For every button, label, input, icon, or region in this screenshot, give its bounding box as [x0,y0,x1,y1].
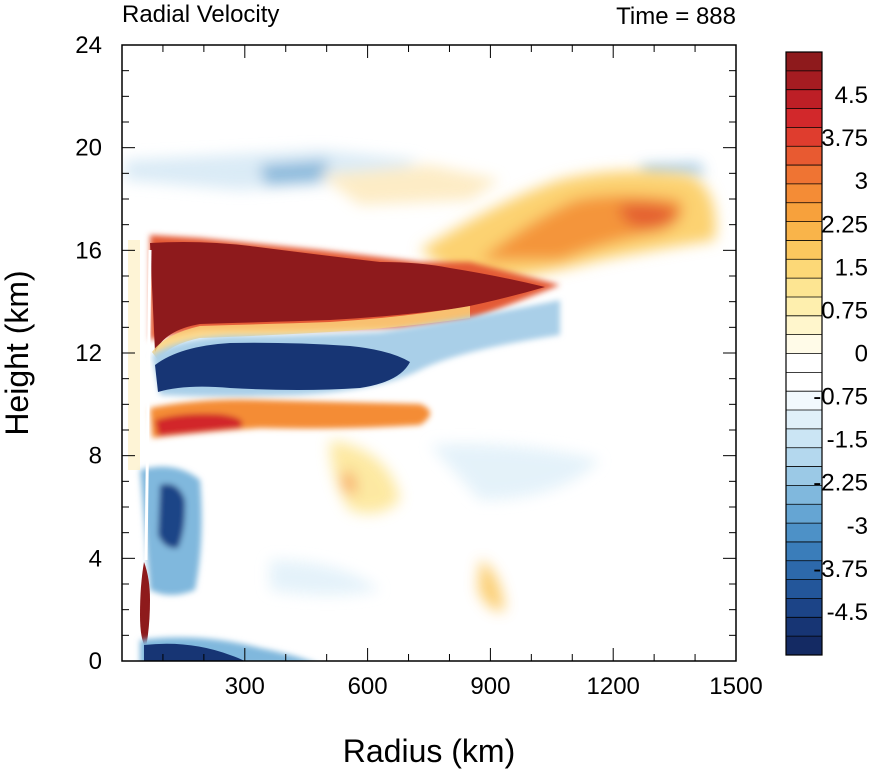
y-tick-label: 0 [89,648,102,675]
colorbar-swatch [786,334,822,354]
y-tick-label: 16 [75,237,102,264]
colorbar-swatch [786,504,822,524]
colorbar-swatch [786,221,822,241]
field-faint-blue-mid [430,444,600,500]
colorbar-swatch [786,541,822,562]
colorbar-swatch [786,410,822,430]
colorbar-label: -3.75 [813,556,868,583]
colorbar-swatch [786,259,822,279]
colorbar-swatch [786,183,822,204]
field-outflow-aloft-core [619,203,678,228]
field-midlevel-inflow-core [158,484,186,549]
colorbar-swatch [786,466,822,486]
x-tick-label: 300 [225,673,265,700]
colorbar-swatch [786,523,822,543]
colorbar-label: 4.5 [835,82,868,109]
field-eye-column [144,249,152,561]
colorbar-swatch [786,240,822,260]
colorbar-swatch [786,146,822,166]
colorbar-swatch [786,636,822,656]
x-tick-label: 600 [348,673,388,700]
field-low-yellow-2 [478,560,505,611]
colorbar-swatch [786,315,822,336]
colorbar-swatch [786,70,822,91]
colorbar-swatch [786,579,822,599]
y-tick-label: 8 [89,443,102,470]
field-eyewall-outflow [140,562,150,648]
field-midlevel-outflow-core [155,413,243,436]
x-axis: 300 600 900 1200 1500 [162,45,763,700]
field-outflow-jet-core [150,242,545,352]
colorbar-swatch [786,447,822,468]
colorbar-swatch [786,598,822,618]
colorbar-label: -2.25 [813,470,868,497]
field-bl-inflow-core [144,643,245,661]
field-low-yellow-1 [330,440,400,514]
colorbar-swatch [786,278,822,298]
colorbar-swatch [786,372,822,392]
chart-title-right: Time = 888 [616,3,736,30]
colorbar-swatch [786,391,822,411]
velocity-field [122,45,736,661]
y-axis: 0 4 8 12 16 20 24 [75,32,736,675]
colorbar-swatch [786,202,822,223]
colorbar: 4.5 3.75 3 2.25 1.5 0.75 0 -0.75 -1.5 -2.25 -3 -3.7… [785,51,868,656]
colorbar-label: -3 [847,513,868,540]
colorbar-label: 2.25 [821,211,868,238]
colorbar-swatch [786,52,822,72]
field-inflow-core [155,342,410,392]
field-faint-yellow-upper [320,165,500,205]
colorbar-frame [785,51,823,656]
colorbar-label: 0 [855,341,868,368]
x-tick-label: 1500 [709,673,762,700]
colorbar-swatch [786,617,822,637]
colorbar-swatch [786,485,822,505]
colorbar-label: 1.5 [835,254,868,281]
colorbar-label: 0.75 [821,297,868,324]
colorbar-swatch [786,89,822,110]
colorbar-swatch [786,108,822,128]
colorbar-swatch [786,127,822,147]
x-tick-label: 1200 [587,673,640,700]
y-tick-label: 4 [89,545,102,572]
y-tick-label: 24 [75,32,102,59]
field-low-orange-1 [342,470,356,495]
colorbar-swatch [786,353,822,373]
x-axis-label: Radius (km) [343,733,515,769]
colorbar-swatch [786,165,822,185]
x-tick-label: 900 [470,673,510,700]
colorbar-label: -4.5 [827,599,868,626]
y-tick-label: 20 [75,135,102,162]
colorbar-label: -1.5 [827,427,868,454]
chart-title-left: Radial Velocity [122,1,279,28]
field-faint-blue-low [270,560,380,595]
y-axis-label: Height (km) [0,270,35,435]
colorbar-label: 3.75 [821,125,868,152]
colorbar-swatch [786,560,822,581]
colorbar-swatch [786,428,822,449]
field-upper-left-blue-core [260,160,330,185]
y-tick-label: 12 [75,340,102,367]
colorbar-label: 3 [855,168,868,195]
colorbar-label: -0.75 [813,384,868,411]
colorbar-swatch [786,296,822,317]
field-outflow-jet-edge [152,306,470,360]
field-eye-edge-yellow [128,240,140,470]
